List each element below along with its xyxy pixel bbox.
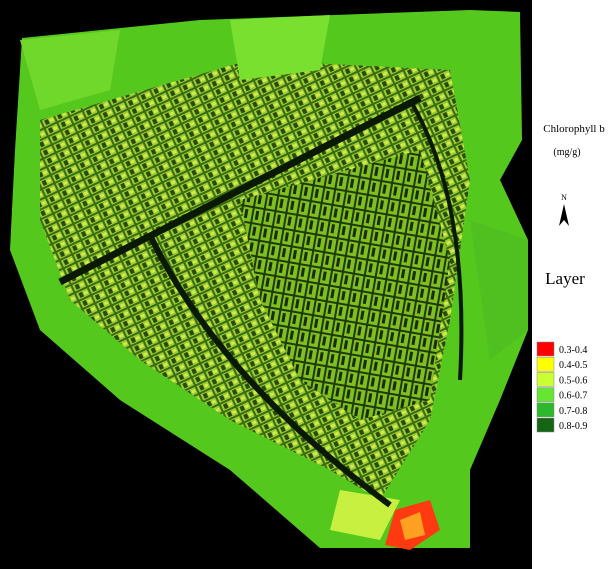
canal: [147, 233, 392, 508]
dark-patch: [120, 450, 300, 569]
field-patch: [470, 220, 528, 360]
legend-swatch: [536, 356, 555, 372]
legend-unit: (mg/g): [553, 147, 580, 158]
legend-title: Chlorophyll b: [543, 123, 605, 135]
canal: [58, 94, 422, 286]
canal: [408, 98, 464, 381]
legend-label: 0.3-0.4: [559, 345, 587, 356]
legend-label: 0.4-0.5: [559, 360, 587, 371]
layer-title: Layer: [545, 269, 585, 288]
legend-swatch: [536, 372, 555, 387]
north-arrow: [559, 204, 569, 226]
legend-swatch: [536, 417, 555, 433]
legend-items: 0.3-0.4 0.4-0.5 0.5-0.6 0.6-0.7 0.7-0.8 0.8-0…: [536, 341, 587, 433]
dark-patch: [0, 330, 80, 569]
legend-panel: [532, 0, 613, 569]
field-patch: [20, 30, 120, 110]
dark-patch: [82, 462, 118, 498]
legend-label: 0.7-0.8: [559, 406, 587, 417]
legend-swatch: [536, 341, 555, 357]
legend-label: 0.8-0.9: [559, 421, 587, 432]
legend-label: 0.5-0.6: [559, 375, 587, 386]
field-patch: [230, 15, 330, 80]
legend-swatch: [536, 387, 555, 402]
field-patch: [400, 512, 425, 540]
legend-swatch: [536, 402, 555, 418]
field-pattern: [240, 150, 450, 420]
north-label: N: [561, 193, 567, 202]
legend-label: 0.6-0.7: [559, 391, 587, 402]
